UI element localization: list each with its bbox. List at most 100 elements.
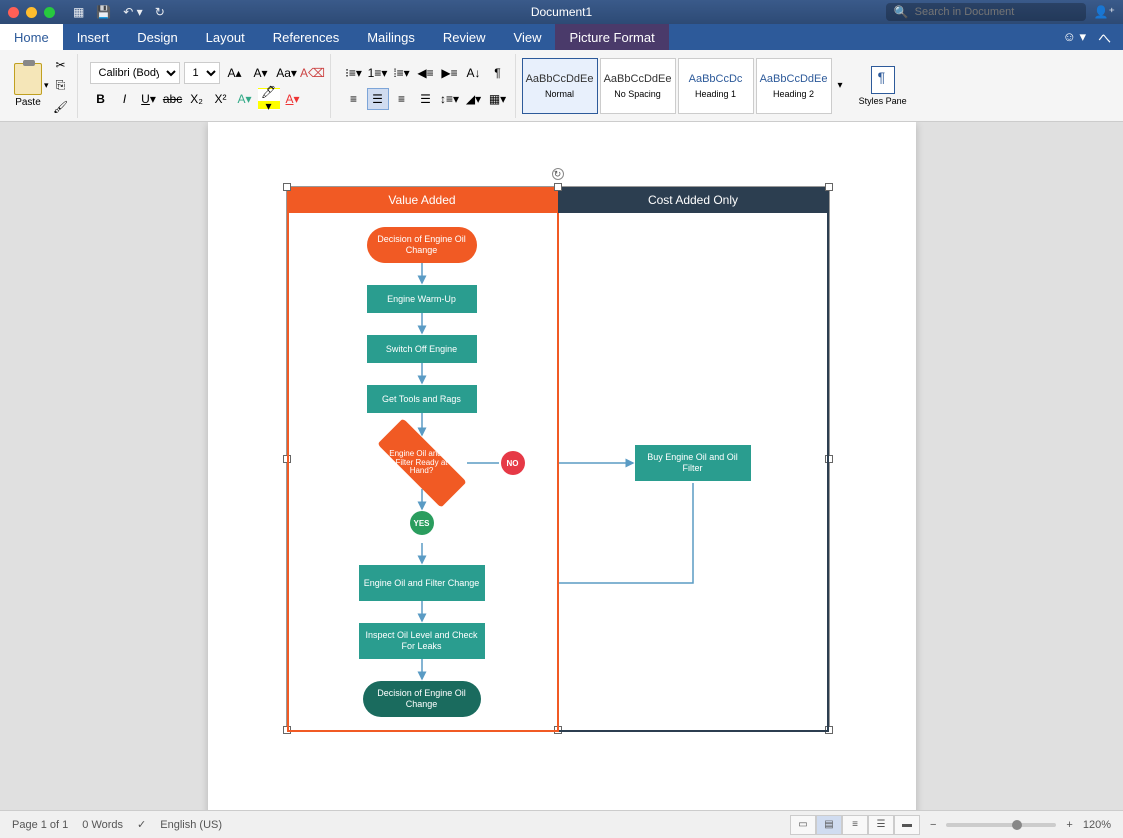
sort-button[interactable]: A↓ [463,62,485,84]
ribbon-toolbar: Paste ▾ ✂ ⎘ 🖌 Calibri (Body) 12 A▴ A▾ Aa… [0,50,1123,122]
align-left-button[interactable]: ≡ [343,88,365,110]
page-indicator[interactable]: Page 1 of 1 [12,819,68,831]
spellcheck-icon[interactable]: ✓ [137,818,146,831]
node-yes: YES [410,511,434,535]
node-buy: Buy Engine Oil and Oil Filter [635,445,751,481]
view-focus-button[interactable]: ▭ [790,815,816,835]
styles-pane-button[interactable]: Styles Pane [853,66,913,106]
search-icon: 🔍 [894,5,909,19]
subscript-button[interactable]: X₂ [186,88,208,110]
close-window-button[interactable] [8,7,19,18]
align-right-button[interactable]: ≡ [391,88,413,110]
smiley-feedback-icon[interactable]: ☺ ▾ [1063,29,1086,45]
font-size-select[interactable]: 12 [184,62,220,84]
tab-references[interactable]: References [259,24,353,50]
qat-undo-icon[interactable]: ↶ ▾ [123,5,142,19]
share-icon[interactable]: 👤⁺ [1094,5,1115,19]
text-effects-button[interactable]: A▾ [234,88,256,110]
change-case-button[interactable]: Aa▾ [276,62,298,84]
styles-gallery: AaBbCcDdEe Normal AaBbCcDdEe No Spacing … [522,58,847,114]
tab-design[interactable]: Design [123,24,191,50]
tab-picture-format[interactable]: Picture Format [555,24,668,50]
clear-formatting-button[interactable]: A⌫ [302,62,324,84]
justify-button[interactable]: ☰ [415,88,437,110]
word-count[interactable]: 0 Words [82,819,123,831]
header-value-added: Value Added [287,187,558,213]
tab-layout[interactable]: Layout [192,24,259,50]
borders-button[interactable]: ▦▾ [487,88,509,110]
copy-button[interactable]: ⎘ [51,77,71,95]
resize-handle-tm[interactable] [554,183,562,191]
qat-file-icon[interactable]: ▦ [73,5,84,19]
flowchart-right-column: Buy Engine Oil and Oil Filter [559,213,829,732]
style-heading-2[interactable]: AaBbCcDdEe Heading 2 [756,58,832,114]
node-decision: Engine Oil and Oil Filter Ready at Hand? [377,437,467,489]
clipboard-group: Paste ▾ ✂ ⎘ 🖌 [8,54,78,118]
maximize-window-button[interactable] [44,7,55,18]
style-heading-1[interactable]: AaBbCcDc Heading 1 [678,58,754,114]
highlight-button[interactable]: 🖊▾ [258,88,280,110]
tab-review[interactable]: Review [429,24,500,50]
view-print-button[interactable]: ▤ [816,815,842,835]
tab-mailings[interactable]: Mailings [353,24,429,50]
statusbar: Page 1 of 1 0 Words ✓ English (US) ▭ ▤ ≡… [0,810,1123,838]
numbering-button[interactable]: 1≡▾ [367,62,389,84]
view-outline-button[interactable]: ☰ [868,815,894,835]
style-normal[interactable]: AaBbCcDdEe Normal [522,58,598,114]
zoom-slider[interactable] [946,823,1056,827]
font-name-select[interactable]: Calibri (Body) [90,62,180,84]
collapse-ribbon-icon[interactable]: へ [1098,28,1111,47]
node-get-tools: Get Tools and Rags [367,385,477,413]
resize-handle-tl[interactable] [283,183,291,191]
cut-button[interactable]: ✂ [51,56,71,74]
increase-indent-button[interactable]: ▶≡ [439,62,461,84]
shading-button[interactable]: ◢▾ [463,88,485,110]
align-center-button[interactable]: ☰ [367,88,389,110]
tab-home[interactable]: Home [0,24,63,50]
show-marks-button[interactable]: ¶ [487,62,509,84]
search-box[interactable]: 🔍 [886,3,1086,21]
style-no-spacing[interactable]: AaBbCcDdEe No Spacing [600,58,676,114]
node-inspect: Inspect Oil Level and Check For Leaks [359,623,485,659]
rotate-handle[interactable]: ↻ [552,168,564,180]
styles-more-button[interactable]: ▾ [834,80,847,91]
zoom-level[interactable]: 120% [1083,819,1111,831]
view-draft-button[interactable]: ▬ [894,815,920,835]
search-input[interactable] [915,6,1078,18]
document-canvas[interactable]: ↻ Value Added Cost Added Only [0,122,1123,810]
zoom-out-button[interactable]: − [930,819,936,831]
styles-pane-icon [871,66,895,94]
node-no: NO [501,451,525,475]
zoom-thumb[interactable] [1012,820,1022,830]
decrease-font-button[interactable]: A▾ [250,62,272,84]
minimize-window-button[interactable] [26,7,37,18]
zoom-in-button[interactable]: + [1066,819,1072,831]
increase-font-button[interactable]: A▴ [224,62,246,84]
tab-insert[interactable]: Insert [63,24,124,50]
tab-view[interactable]: View [500,24,556,50]
paragraph-group: ⁝≡▾ 1≡▾ ⁞≡▾ ◀≡ ▶≡ A↓ ¶ ≡ ☰ ≡ ☰ ↕≡▾ ◢▾ ▦▾ [337,54,516,118]
multilevel-list-button[interactable]: ⁞≡▾ [391,62,413,84]
font-group: Calibri (Body) 12 A▴ A▾ Aa▾ A⌫ B I U▾ ab… [84,54,331,118]
format-painter-button[interactable]: 🖌 [51,98,71,116]
view-web-button[interactable]: ≡ [842,815,868,835]
selected-picture[interactable]: Value Added Cost Added Only [286,186,830,731]
paste-button[interactable]: Paste [14,63,42,108]
qat-save-icon[interactable]: 💾 [96,5,111,19]
superscript-button[interactable]: X² [210,88,232,110]
bold-button[interactable]: B [90,88,112,110]
bullets-button[interactable]: ⁝≡▾ [343,62,365,84]
node-start: Decision of Engine Oil Change [367,227,477,263]
italic-button[interactable]: I [114,88,136,110]
page: ↻ Value Added Cost Added Only [208,122,916,810]
language-indicator[interactable]: English (US) [160,819,222,831]
font-color-button[interactable]: A▾ [282,88,304,110]
underline-button[interactable]: U▾ [138,88,160,110]
paste-icon [14,63,42,95]
resize-handle-tr[interactable] [825,183,833,191]
paste-dropdown-icon[interactable]: ▾ [44,80,49,91]
decrease-indent-button[interactable]: ◀≡ [415,62,437,84]
strikethrough-button[interactable]: abc [162,88,184,110]
line-spacing-button[interactable]: ↕≡▾ [439,88,461,110]
qat-redo-icon[interactable]: ↻ [155,5,165,19]
